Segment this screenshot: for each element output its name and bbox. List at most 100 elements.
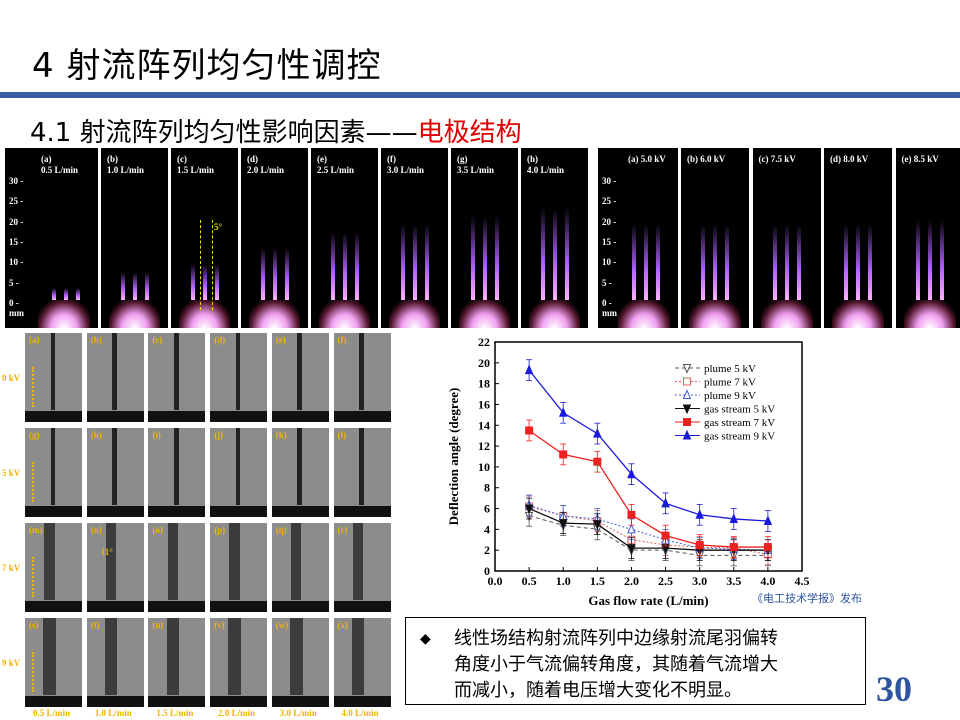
axis-tick-label: 30 - bbox=[602, 176, 617, 186]
plasma-plume bbox=[939, 220, 944, 300]
schlieren-panel: (u) bbox=[148, 618, 206, 707]
panel-label: (q) bbox=[275, 525, 287, 535]
x-tick-label: 3.5 bbox=[726, 574, 741, 588]
series-line bbox=[528, 429, 768, 548]
photo-label: (c) 7.5 kV bbox=[758, 154, 796, 164]
gas-jet-shadow bbox=[290, 618, 303, 695]
panel-label: (x) bbox=[337, 620, 349, 630]
column-label: 1.0 L/min bbox=[94, 708, 132, 718]
scale-ruler bbox=[32, 461, 37, 502]
legend-label: plume 5 kV bbox=[704, 363, 756, 375]
x-axis-label: Gas flow rate (L/min) bbox=[588, 593, 708, 608]
schlieren-panel: (s) bbox=[25, 618, 82, 707]
gas-jet-shadow bbox=[44, 523, 55, 600]
plasma-plume bbox=[844, 224, 848, 300]
y-tick-label: 8 bbox=[484, 481, 490, 495]
axis-tick-label: 15 - bbox=[602, 236, 617, 247]
discharge-base bbox=[459, 300, 510, 328]
electrode-base bbox=[210, 601, 268, 612]
jet-photo: (a) 0.5 L/min 30 - 25 - 20 - 15 - 10 - 5 - 0 -m… bbox=[5, 148, 98, 328]
subtitle-highlight: 电极结构 bbox=[417, 118, 522, 148]
axis-tick-label: 25 - bbox=[9, 196, 24, 207]
photo-label: (a) 5.0 kV bbox=[628, 154, 666, 164]
panel-label: (e) bbox=[275, 335, 286, 345]
panel-label: (n) bbox=[90, 525, 102, 535]
x-tick-label: 0.5 bbox=[522, 574, 537, 588]
row-label: 7 kV bbox=[2, 563, 21, 573]
panel-label: (p) bbox=[214, 525, 226, 535]
data-point bbox=[627, 544, 636, 554]
schlieren-panel: (j) bbox=[210, 428, 268, 517]
x-tick-label: 4.0 bbox=[760, 574, 775, 588]
panel-label: (i) bbox=[152, 430, 161, 440]
photo-label: (e) 8.5 kV bbox=[901, 154, 939, 164]
legend-marker bbox=[682, 404, 692, 415]
x-tick-label: 4.5 bbox=[795, 574, 810, 588]
gas-jet-shadow bbox=[50, 333, 56, 410]
electrode-base bbox=[333, 411, 391, 422]
jet-photo: (c) 7.5 kV bbox=[752, 148, 821, 328]
gas-jet-shadow bbox=[174, 333, 179, 410]
series-line bbox=[528, 369, 768, 522]
title-divider bbox=[0, 92, 960, 98]
gas-jet-shadow bbox=[229, 523, 240, 600]
data-point bbox=[627, 523, 636, 534]
data-point bbox=[593, 427, 602, 438]
data-point bbox=[524, 364, 534, 375]
scale-ruler bbox=[32, 556, 37, 597]
panel-label: (b) bbox=[90, 335, 102, 345]
electrode-base bbox=[271, 601, 329, 612]
panel-label: (d) bbox=[214, 335, 226, 345]
plasma-plume bbox=[52, 288, 56, 300]
panel-label: (v) bbox=[214, 620, 225, 630]
plasma-plume bbox=[784, 224, 789, 300]
plasma-plume bbox=[644, 224, 648, 300]
conclusion-line: 线性场结构射流阵列中边缘射流尾羽偏转 bbox=[454, 628, 778, 649]
legend-label: plume 9 kV bbox=[704, 390, 756, 402]
conclusion-line: 角度小于气流偏转角度，其随着气流增大 bbox=[454, 654, 778, 675]
schlieren-panel: (v) bbox=[210, 618, 268, 707]
gas-jet-shadow bbox=[43, 618, 56, 695]
gas-jet-shadow bbox=[112, 428, 117, 505]
conclusion-line: 而减小，随着电压增大变化不明显。 bbox=[454, 680, 742, 701]
voltage-photo-strip: (a) 5.0 kV 30 - 25 - 20 - 15 - 10 - 5 - 0 - mm (b… bbox=[598, 148, 960, 328]
jet-photo: (h) 4.0 L/min bbox=[521, 148, 588, 328]
gas-jet-shadow bbox=[104, 618, 118, 695]
x-tick-label: 1.5 bbox=[590, 574, 605, 588]
plot-frame bbox=[494, 341, 803, 572]
scale-ruler bbox=[32, 366, 37, 407]
gas-jet-shadow bbox=[228, 618, 241, 695]
plasma-plume bbox=[482, 216, 487, 300]
axis-tick-label: 20 - bbox=[602, 216, 617, 227]
panel-label: (g) bbox=[29, 430, 40, 440]
plasma-plume bbox=[772, 224, 777, 300]
plasma-plume bbox=[272, 248, 277, 300]
column-label: 4.0 L/min bbox=[341, 708, 379, 718]
subtitle-prefix: 4.1 射流阵列均匀性影响因素—— bbox=[30, 118, 418, 148]
electrode-base bbox=[86, 696, 144, 707]
plasma-plume bbox=[342, 232, 347, 300]
discharge-base bbox=[319, 300, 370, 328]
x-tick-label: 2.0 bbox=[624, 574, 639, 588]
axis-tick-label: 0 - bbox=[9, 297, 19, 308]
axis-tick-label: 5 - bbox=[602, 277, 612, 288]
plasma-plume bbox=[868, 224, 872, 300]
discharge-base bbox=[249, 300, 300, 328]
column-label: 2.0 L/min bbox=[218, 708, 256, 718]
photo-label: (e) 2.5 L/min bbox=[317, 154, 355, 175]
legend-marker bbox=[682, 364, 692, 374]
photo-label: (d) 2.0 L/min bbox=[247, 154, 285, 175]
plasma-plume bbox=[354, 232, 359, 300]
gas-jet-shadow bbox=[352, 523, 364, 600]
electrode-base bbox=[271, 411, 329, 422]
gas-jet-shadow bbox=[235, 333, 241, 410]
plasma-plume bbox=[202, 264, 207, 300]
plasma-plume bbox=[76, 288, 80, 300]
panel-label: (k) bbox=[275, 430, 287, 440]
schlieren-panel: (b) bbox=[86, 333, 144, 422]
data-point bbox=[593, 457, 602, 466]
axis-tick-label: 10 - bbox=[602, 257, 617, 268]
plasma-plume bbox=[284, 248, 289, 300]
schlieren-panel: (w) bbox=[271, 618, 329, 707]
data-point bbox=[593, 520, 602, 530]
